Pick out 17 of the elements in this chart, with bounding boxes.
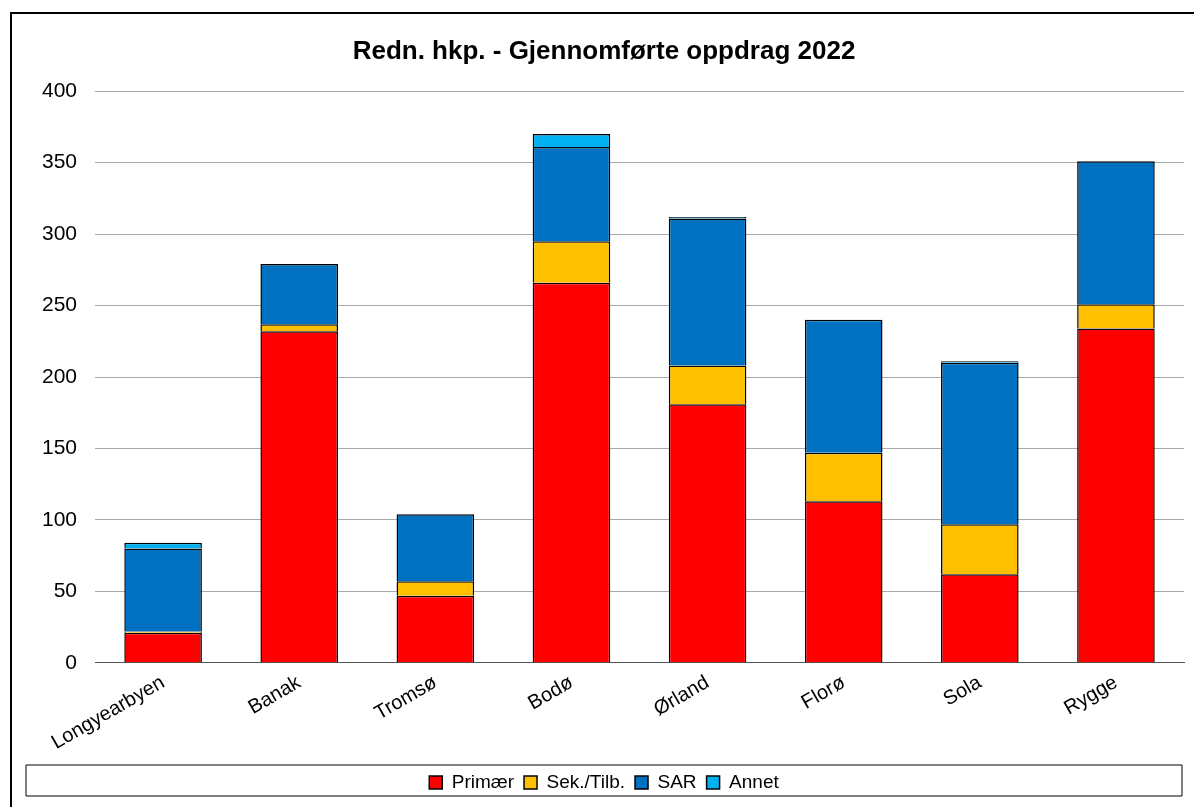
y-tick-label: 400 <box>41 78 78 101</box>
y-tick-label: 50 <box>53 578 78 602</box>
x-tick-label: Florø <box>797 670 849 713</box>
legend-label: Annet <box>729 770 780 792</box>
y-tick-label: 350 <box>41 149 78 173</box>
y-tick-label: 200 <box>41 363 78 387</box>
y-tick-label: 300 <box>41 220 78 244</box>
legend-label: Sek./Tilb. <box>546 770 626 792</box>
legend-label: SAR <box>657 770 697 792</box>
y-tick-label: 250 <box>41 292 78 316</box>
y-tick-label: 0 <box>65 649 78 673</box>
y-tick-label: 150 <box>41 435 78 459</box>
legend-label: Primær <box>451 770 515 792</box>
x-tick-label: Sola <box>938 669 986 710</box>
chart-title: Redn. hkp. - Gjennomførte oppdrag 2022 <box>352 34 856 65</box>
y-tick-label: 100 <box>41 506 78 530</box>
x-tick-label: Bodø <box>523 670 577 714</box>
